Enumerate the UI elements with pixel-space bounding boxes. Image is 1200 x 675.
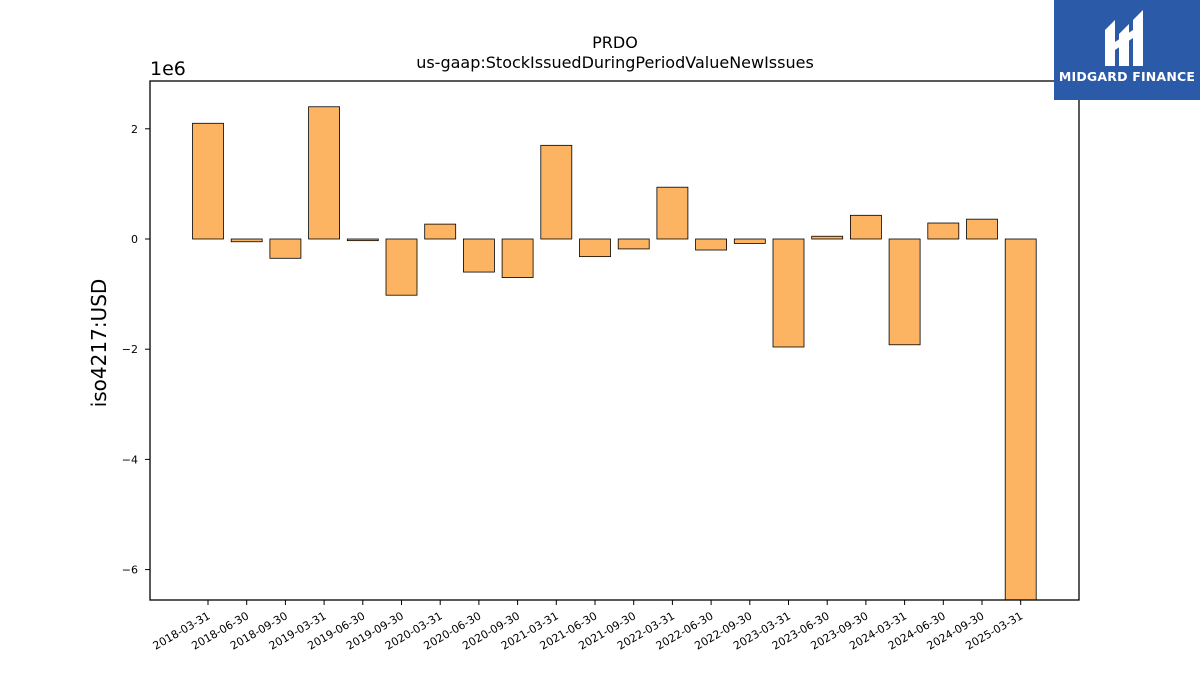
bar-2025-03-31 — [1004, 238, 1037, 601]
x-ticks-group: 2018-03-312018-06-302018-09-302019-03-31… — [151, 600, 1025, 653]
bar-2019-03-31 — [308, 106, 341, 240]
bar-2022-03-31 — [656, 186, 689, 240]
bar-2023-09-30 — [850, 214, 882, 240]
bar-2020-09-30 — [501, 238, 534, 278]
bar-2022-09-30 — [733, 238, 766, 244]
bar-2024-06-30 — [927, 222, 960, 240]
y-axis-label: iso4217:USD — [87, 279, 111, 408]
chart-subtitle: us-gaap:StockIssuedDuringPeriodValueNewI… — [416, 53, 814, 72]
bar-2021-09-30 — [617, 238, 650, 250]
y-tick-label: −2 — [122, 343, 138, 356]
plot-frame — [149, 80, 1080, 601]
bar-2018-09-30 — [269, 238, 302, 259]
bar-2020-06-30 — [462, 238, 495, 273]
bar-2019-06-30 — [346, 238, 379, 242]
bar-2020-03-31 — [424, 223, 457, 240]
bar-2023-06-30 — [811, 235, 844, 240]
bar-2021-06-30 — [579, 238, 611, 258]
bar-2023-03-31 — [772, 238, 805, 348]
y-tick-label: 0 — [131, 233, 138, 246]
y-tick-label: −4 — [122, 453, 138, 466]
y-ticks-group: 2 0 −2 −4 −6 — [122, 123, 150, 577]
midgard-logo: MIDGARD FINANCE — [1054, 0, 1200, 100]
bar-2018-03-31 — [192, 122, 224, 240]
y-tick-label: −6 — [122, 564, 138, 577]
y-scale-label: 1e6 — [150, 58, 186, 80]
logo-text: MIDGARD FINANCE — [1058, 69, 1196, 84]
bars-group — [192, 106, 1037, 601]
bar-2019-09-30 — [385, 238, 418, 296]
bar-2018-06-30 — [230, 238, 263, 243]
y-tick-label: 2 — [131, 123, 138, 136]
bar-2024-03-31 — [888, 238, 921, 346]
midgard-logo-icon — [1105, 10, 1143, 66]
bar-2024-09-30 — [966, 218, 998, 240]
bar-2021-03-31 — [540, 144, 573, 240]
chart-title: PRDO — [592, 33, 638, 52]
bar-2022-06-30 — [695, 238, 727, 251]
